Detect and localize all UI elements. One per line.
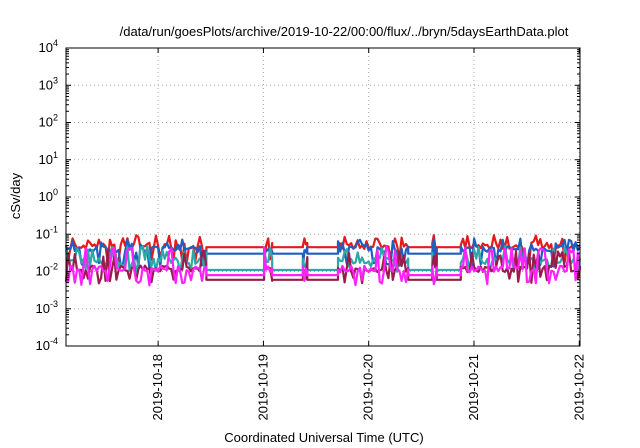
y-tick-label: 10-1 — [36, 224, 58, 241]
series-layer — [64, 234, 582, 287]
chart-title: /data/run/goesPlots/archive/2019-10-22/0… — [120, 24, 569, 39]
y-tick-label: 103 — [39, 75, 58, 92]
y-tick-label: 10-2 — [36, 262, 58, 279]
y-axis-ticks: 10-4 10-3 10-2 10-1 100 101 102 103 104 — [36, 38, 580, 353]
y-tick-label: 102 — [39, 113, 58, 130]
series-line — [65, 245, 582, 287]
x-tick-label: 2019-10-18 — [150, 354, 165, 421]
grid-lines — [66, 48, 580, 346]
y-tick-label: 104 — [39, 38, 58, 55]
y-tick-label: 10-4 — [36, 336, 58, 353]
x-tick-label: 2019-10-22 — [571, 354, 586, 421]
x-tick-label: 2019-10-19 — [255, 354, 270, 421]
y-tick-label: 101 — [39, 150, 58, 167]
y-axis-label: cSv/day — [8, 172, 23, 219]
y-tick-label: 10-3 — [36, 299, 58, 316]
x-axis-label: Coordinated Universal Time (UTC) — [224, 430, 423, 445]
x-tick-label: 2019-10-21 — [466, 354, 481, 421]
x-tick-label: 2019-10-20 — [361, 354, 376, 421]
y-tick-label: 100 — [39, 187, 58, 204]
x-axis-ticks: 2019-10-18 2019-10-19 2019-10-20 2019-10-21… — [150, 48, 586, 421]
